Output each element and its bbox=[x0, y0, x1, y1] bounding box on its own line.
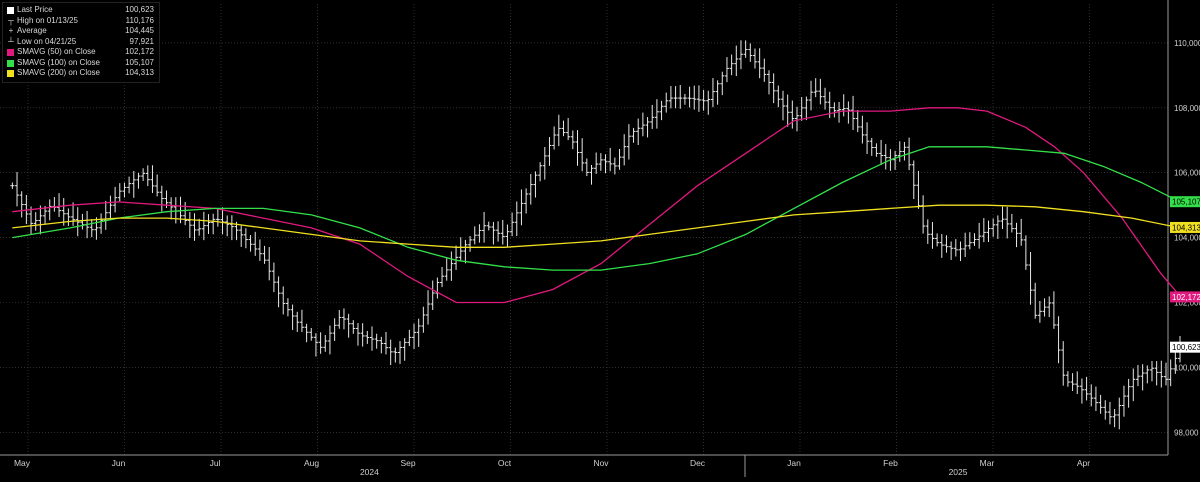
x-tick-label: Dec bbox=[690, 458, 706, 468]
sma200-swatch bbox=[7, 70, 14, 77]
x-tick-label: Nov bbox=[593, 458, 609, 468]
legend-value: 105,107 bbox=[125, 57, 154, 67]
end-label-bg-sma50 bbox=[1170, 291, 1200, 303]
legend-label: Low on 04/21/25 bbox=[17, 36, 77, 46]
y-tick-label: 104,000 bbox=[1174, 234, 1200, 243]
legend-high: ┬ High on 01/13/25 110,176 bbox=[6, 16, 156, 27]
legend-average: + Average 104,445 bbox=[6, 26, 156, 37]
x-tick-label: Jul bbox=[210, 458, 221, 468]
legend-sma200: SMAVG (200) on Close 104,313 bbox=[6, 68, 156, 79]
y-tick-labels: 98,000 100,000 102,000 104,000 106,000 108,00… bbox=[1174, 39, 1200, 437]
y-tick-label: 98,000 bbox=[1174, 428, 1199, 437]
legend-label: SMAVG (50) on Close bbox=[17, 47, 96, 56]
y-tick-label: 100,000 bbox=[1174, 363, 1200, 372]
x-tick-label: Mar bbox=[980, 458, 995, 468]
legend-value: 102,172 bbox=[125, 47, 154, 56]
x-tick-label: Jun bbox=[112, 458, 126, 468]
x-tick-label: May bbox=[14, 458, 31, 468]
high-marker-icon: ┬ bbox=[8, 15, 14, 25]
x-tick-label: Feb bbox=[883, 458, 898, 468]
x-tick-label: Sep bbox=[400, 458, 415, 468]
end-label-sma100: 105,107 bbox=[1172, 198, 1200, 207]
y-tick-label: 106,000 bbox=[1174, 169, 1200, 178]
x-tick-label: Apr bbox=[1077, 458, 1090, 468]
legend-last-price: Last Price 100,623 bbox=[6, 5, 156, 16]
end-label-sma50: 102,172 bbox=[1172, 293, 1200, 302]
legend-value: 104,313 bbox=[125, 68, 154, 77]
average-marker-icon: + bbox=[8, 26, 14, 35]
price-series bbox=[10, 40, 1182, 430]
last-price-swatch bbox=[7, 7, 14, 14]
x-tick-label: Oct bbox=[498, 458, 512, 468]
series-line-sma50 bbox=[12, 107, 1181, 304]
sma50-swatch bbox=[7, 49, 14, 56]
legend-low: ┴ Low on 04/21/25 97,921 bbox=[6, 37, 156, 48]
end-label-price: 100,623 bbox=[1172, 343, 1200, 352]
end-label-bg-price bbox=[1170, 341, 1200, 353]
end-label-sma200: 104,313 bbox=[1172, 223, 1200, 232]
y-tick-label: 110,000 bbox=[1174, 39, 1200, 48]
x-tick-label: Jan bbox=[787, 458, 801, 468]
legend-label: Last Price bbox=[17, 5, 53, 14]
legend-value: 97,921 bbox=[129, 36, 154, 46]
legend-sma100: SMAVG (100) on Close 105,107 bbox=[6, 58, 156, 69]
moving-average-series bbox=[12, 107, 1181, 304]
y-tick-label: 102,000 bbox=[1174, 299, 1200, 308]
end-label-bg-sma100 bbox=[1170, 196, 1200, 208]
axes bbox=[0, 0, 1169, 477]
x-tick-labels: May Jun Jul Aug Sep Oct Nov Dec Jan Feb Mar Apr 2024… bbox=[14, 458, 1090, 477]
legend-value: 104,445 bbox=[125, 26, 154, 35]
legend-label: High on 01/13/25 bbox=[17, 15, 78, 25]
x-tick-label: Aug bbox=[304, 458, 319, 468]
series-end-labels: 105,107 104,313 102,172 100,623 bbox=[1170, 196, 1200, 353]
legend-sma50: SMAVG (50) on Close 102,172 bbox=[6, 47, 156, 58]
x-year-label: 2024 bbox=[360, 467, 379, 477]
end-label-bg-sma200 bbox=[1170, 221, 1200, 233]
series-line-sma200 bbox=[12, 204, 1181, 248]
sma100-swatch bbox=[7, 59, 14, 67]
legend-label: SMAVG (100) on Close bbox=[17, 57, 100, 67]
series-line-sma100 bbox=[12, 146, 1181, 271]
low-marker-icon: ┴ bbox=[8, 36, 14, 46]
legend: Last Price 100,623 ┬ High on 01/13/25 11… bbox=[2, 2, 160, 83]
legend-label: Average bbox=[17, 26, 47, 35]
legend-value: 100,623 bbox=[125, 5, 154, 14]
y-tick-label: 108,000 bbox=[1174, 104, 1200, 113]
legend-label: SMAVG (200) on Close bbox=[17, 68, 100, 77]
legend-value: 110,176 bbox=[125, 15, 154, 25]
x-year-label: 2025 bbox=[949, 467, 968, 477]
